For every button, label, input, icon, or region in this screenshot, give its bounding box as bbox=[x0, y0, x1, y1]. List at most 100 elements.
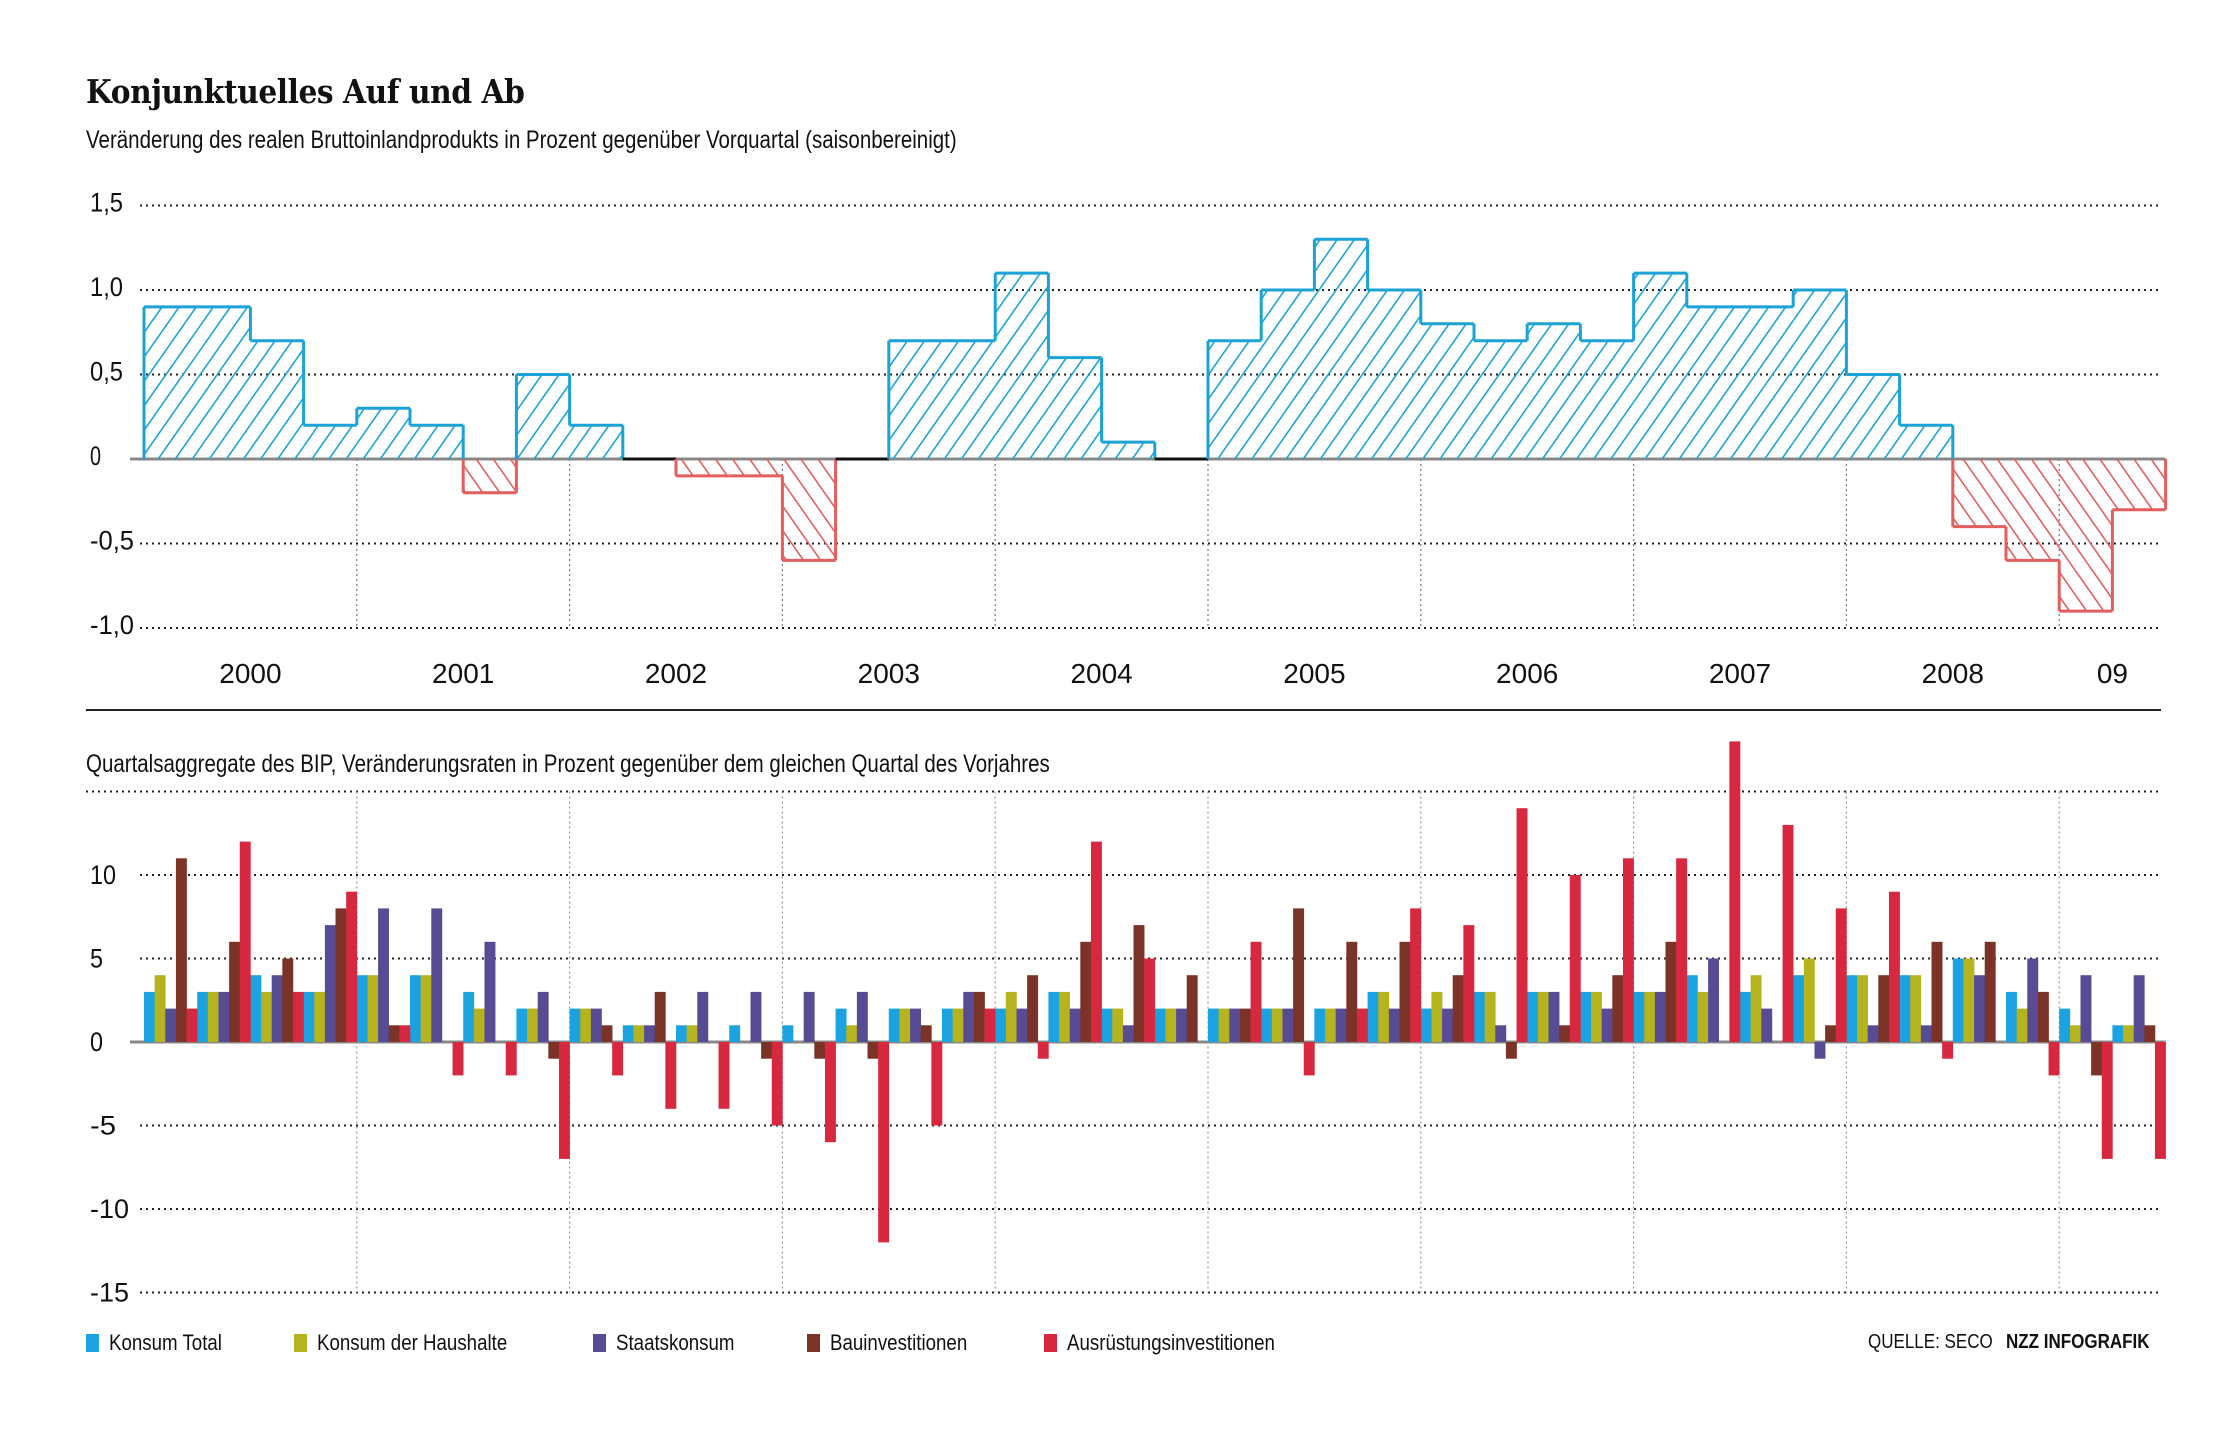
bar-positive bbox=[1474, 340, 1528, 459]
bar bbox=[665, 1042, 677, 1109]
top-chart-y-axis: 1,5 1,0 0,5 0 -0,5 -1,0 bbox=[90, 188, 134, 641]
bar-positive bbox=[1048, 357, 1102, 459]
year-label: 2001 bbox=[432, 658, 494, 689]
bar bbox=[1835, 908, 1847, 1042]
bar-positive bbox=[569, 425, 623, 459]
bar bbox=[2069, 1025, 2081, 1042]
bar bbox=[1059, 991, 1070, 1042]
bar bbox=[1580, 991, 1592, 1042]
bar bbox=[1122, 1025, 1134, 1042]
bar bbox=[750, 991, 762, 1042]
bar bbox=[803, 991, 815, 1042]
bar-positive bbox=[410, 425, 464, 459]
bar bbox=[197, 991, 209, 1042]
bar bbox=[1495, 1025, 1507, 1042]
bar bbox=[1229, 1008, 1241, 1042]
top-chart-subtitle: Veränderung des realen Bruttoinlandprodu… bbox=[86, 126, 957, 154]
bar bbox=[1314, 1008, 1326, 1042]
bar bbox=[2080, 975, 2092, 1042]
bar bbox=[1484, 991, 1496, 1042]
bar bbox=[1101, 1008, 1113, 1042]
bar bbox=[2101, 1042, 2113, 1159]
bar bbox=[1410, 908, 1422, 1042]
bar bbox=[601, 1025, 613, 1042]
y-tick-label: -1,0 bbox=[90, 610, 134, 640]
bar bbox=[899, 1008, 911, 1042]
bar bbox=[771, 1042, 783, 1126]
year-label: 2004 bbox=[1070, 658, 1132, 689]
bar bbox=[846, 1025, 858, 1042]
bar bbox=[1740, 991, 1751, 1042]
bar bbox=[2059, 1008, 2071, 1042]
bar bbox=[697, 991, 709, 1042]
bar bbox=[218, 991, 230, 1042]
bar bbox=[1133, 925, 1145, 1042]
bar-positive bbox=[1420, 323, 1474, 459]
bar bbox=[1697, 991, 1709, 1042]
legend-label: Staatskonsum bbox=[615, 1330, 735, 1355]
bar bbox=[590, 1008, 602, 1042]
bar bbox=[239, 841, 251, 1042]
bar bbox=[1654, 991, 1666, 1042]
bar bbox=[1346, 941, 1358, 1042]
bar bbox=[814, 1042, 826, 1059]
top-chart-x-axis: 2000 2001 2002 2003 2004 2005 2006 2007 2008 09 bbox=[219, 658, 2128, 689]
bar bbox=[548, 1042, 560, 1059]
legend-item-bauinvestitionen: Bauinvestitionen bbox=[807, 1330, 991, 1356]
bar bbox=[835, 1008, 847, 1042]
bar-negative bbox=[463, 459, 517, 493]
bar bbox=[324, 925, 336, 1042]
year-label: 09 bbox=[2097, 658, 2128, 689]
legend-swatch-ausruestungsinvestitionen bbox=[1043, 1334, 1057, 1352]
bar bbox=[2112, 1025, 2124, 1042]
bar bbox=[314, 991, 326, 1042]
bar bbox=[1176, 1008, 1188, 1042]
legend-item-konsum-total: Konsum Total bbox=[86, 1330, 242, 1356]
legend-swatch-bauinvestitionen bbox=[807, 1334, 821, 1352]
bar bbox=[1431, 991, 1443, 1042]
bar-positive bbox=[1261, 290, 1315, 459]
bar bbox=[1559, 1025, 1571, 1042]
year-label: 2000 bbox=[219, 658, 281, 689]
bar bbox=[1622, 858, 1634, 1042]
bar bbox=[1867, 1025, 1879, 1042]
bar bbox=[1271, 1008, 1283, 1042]
bar bbox=[1293, 908, 1305, 1042]
bar bbox=[644, 1025, 656, 1042]
bar bbox=[761, 1042, 773, 1059]
bar bbox=[388, 1025, 400, 1042]
legend: Konsum Total Konsum der Haushalte Staats… bbox=[86, 1330, 1363, 1356]
bar bbox=[261, 991, 272, 1042]
bar bbox=[2123, 1025, 2134, 1042]
bar-negative bbox=[1952, 459, 2006, 527]
bar bbox=[995, 1008, 1007, 1042]
bar bbox=[1388, 1008, 1400, 1042]
bar bbox=[920, 1025, 932, 1042]
top-chart-gridlines bbox=[140, 204, 2161, 629]
bar bbox=[931, 1042, 943, 1126]
bar bbox=[292, 991, 304, 1042]
bar bbox=[1516, 808, 1528, 1042]
bar-positive bbox=[1314, 239, 1368, 459]
bar bbox=[1090, 841, 1102, 1042]
bar-negative bbox=[729, 459, 783, 476]
bar bbox=[2133, 975, 2145, 1042]
bar-positive bbox=[888, 340, 942, 459]
bar bbox=[1782, 824, 1794, 1042]
bar bbox=[1803, 958, 1815, 1042]
bar bbox=[420, 975, 432, 1042]
bar bbox=[1857, 975, 1868, 1042]
bar bbox=[1335, 1008, 1347, 1042]
bar bbox=[1601, 1008, 1613, 1042]
bar bbox=[1920, 1025, 1932, 1042]
bar bbox=[1325, 1008, 1336, 1042]
y-tick-label: -15 bbox=[90, 1278, 129, 1308]
bar bbox=[676, 1025, 687, 1042]
bar bbox=[1239, 1008, 1251, 1042]
y-tick-label: 0 bbox=[90, 441, 101, 471]
bar bbox=[473, 1008, 485, 1042]
bar bbox=[1527, 991, 1539, 1042]
bar bbox=[1016, 1008, 1028, 1042]
bar bbox=[1027, 975, 1039, 1042]
year-label: 2006 bbox=[1496, 658, 1558, 689]
